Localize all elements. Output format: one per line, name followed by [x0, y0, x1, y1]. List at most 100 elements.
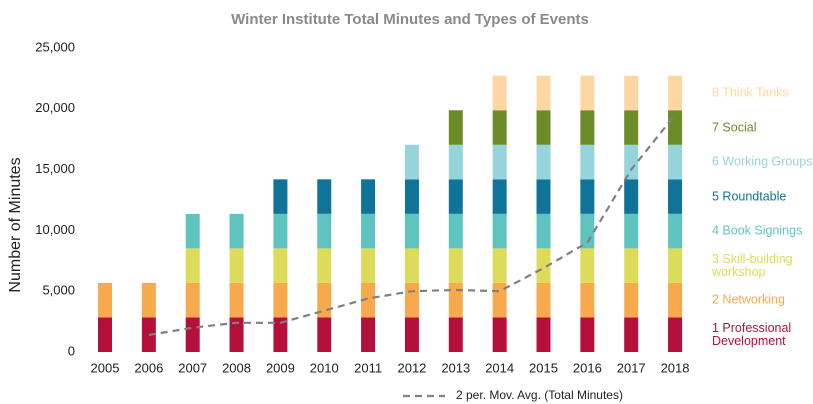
bar-segment [536, 144, 551, 180]
bar-segment [492, 213, 507, 249]
bar-segment [448, 110, 463, 145]
bar-segment [404, 317, 419, 352]
bar-segment [624, 110, 639, 145]
bar-segment [536, 179, 551, 214]
bar-segment [273, 179, 288, 214]
bar-segment [404, 144, 419, 180]
bar-segment [273, 282, 288, 318]
x-tick-label: 2015 [529, 360, 558, 375]
bar-segment [668, 179, 683, 214]
bar-segment [273, 213, 288, 249]
bar-segment [229, 282, 244, 318]
bar-segment [185, 213, 200, 249]
bar-segment [536, 282, 551, 318]
legend-label: 3 Skill-building workshop [712, 251, 793, 279]
x-tick-label: 2006 [134, 360, 163, 375]
bar-segment [580, 317, 595, 352]
bar-segment [624, 317, 639, 352]
bar-segment [361, 213, 376, 249]
legend-label: 7 Social [712, 120, 757, 135]
bar-segment [492, 179, 507, 214]
bar-segment [492, 75, 507, 111]
bar-segment [492, 248, 507, 283]
bar-segment [185, 317, 200, 352]
bar-segment [668, 110, 683, 145]
bar-segment [536, 317, 551, 352]
moving-average-line [148, 114, 676, 337]
bar-segment [98, 282, 112, 318]
legend-label: 6 Working Groups [712, 154, 813, 169]
bar-segment [229, 213, 244, 249]
bar-segment [624, 282, 639, 318]
bar-segment [492, 317, 507, 352]
bar-segment [580, 144, 595, 180]
x-tick-label: 2008 [222, 360, 251, 375]
y-tick-label: 25,000 [35, 39, 75, 54]
bar-segment [668, 75, 683, 111]
bar-segment [668, 144, 683, 180]
bar-segment [404, 179, 419, 214]
bar-segment [536, 110, 551, 145]
bar-segment [317, 317, 332, 352]
x-tick-label: 2012 [397, 360, 426, 375]
bar-segment [448, 282, 463, 318]
bar-segment [580, 110, 595, 145]
bar-segment [229, 248, 244, 283]
x-tick-label: 2011 [354, 360, 382, 375]
bar-segment [624, 144, 639, 180]
bar-segment [317, 179, 332, 214]
bar-segment [404, 282, 419, 318]
bar-segment [185, 282, 200, 318]
legend-label: 8 Think Tanks [712, 85, 789, 100]
bar-segment [624, 75, 639, 111]
legend-label: 2 per. Mov. Avg. (Total Minutes) [456, 388, 623, 402]
x-tick-label: 2017 [617, 360, 646, 375]
x-tick-label: 2005 [91, 360, 120, 375]
x-tick-label: 2007 [178, 360, 207, 375]
y-tick-label: 10,000 [35, 222, 75, 237]
bar-segment [361, 282, 376, 318]
bar-segment [98, 317, 112, 352]
bar-segment [361, 317, 376, 352]
bar-segment [448, 317, 463, 352]
bar-segment [229, 317, 244, 352]
legend-label: 1 Professional Development [712, 320, 792, 348]
x-tick-label: 2009 [266, 360, 295, 375]
bar-segment [624, 213, 639, 249]
y-tick-label: 5,000 [42, 283, 75, 298]
y-tick-label: 15,000 [35, 161, 75, 176]
legend-label: 5 Roundtable [712, 189, 787, 204]
x-tick-label: 2016 [573, 360, 602, 375]
bar-segment [536, 248, 551, 283]
bar-segment [668, 317, 683, 352]
x-tick-label: 2014 [485, 360, 514, 375]
legend-label: 4 Book Signings [712, 223, 803, 238]
bar-segment [536, 75, 551, 111]
bar-segment [668, 248, 683, 283]
bar-segment [624, 179, 639, 214]
bar-segment [668, 282, 683, 318]
bar-segment [580, 282, 595, 318]
bar-segment [448, 213, 463, 249]
bar-segment [404, 248, 419, 283]
y-axis-label: Number of Minutes [7, 157, 24, 292]
bar-segment [141, 282, 156, 318]
bar-segment [624, 248, 639, 283]
bar-segment [580, 248, 595, 283]
bar-segment [448, 144, 463, 180]
bar-segment [580, 75, 595, 111]
bar-segment [317, 248, 332, 283]
bar-segment [492, 144, 507, 180]
legend-label: 2 Networking [712, 292, 785, 307]
x-tick-label: 2010 [310, 360, 339, 375]
x-tick-label: 2018 [661, 360, 690, 375]
bar-segment [273, 248, 288, 283]
bar-segment [317, 213, 332, 249]
chart-title: Winter Institute Total Minutes and Types… [231, 11, 589, 28]
bar-segment [448, 248, 463, 283]
bar-segment [580, 213, 595, 249]
y-tick-label: 0 [68, 343, 75, 358]
bar-segment [580, 179, 595, 214]
